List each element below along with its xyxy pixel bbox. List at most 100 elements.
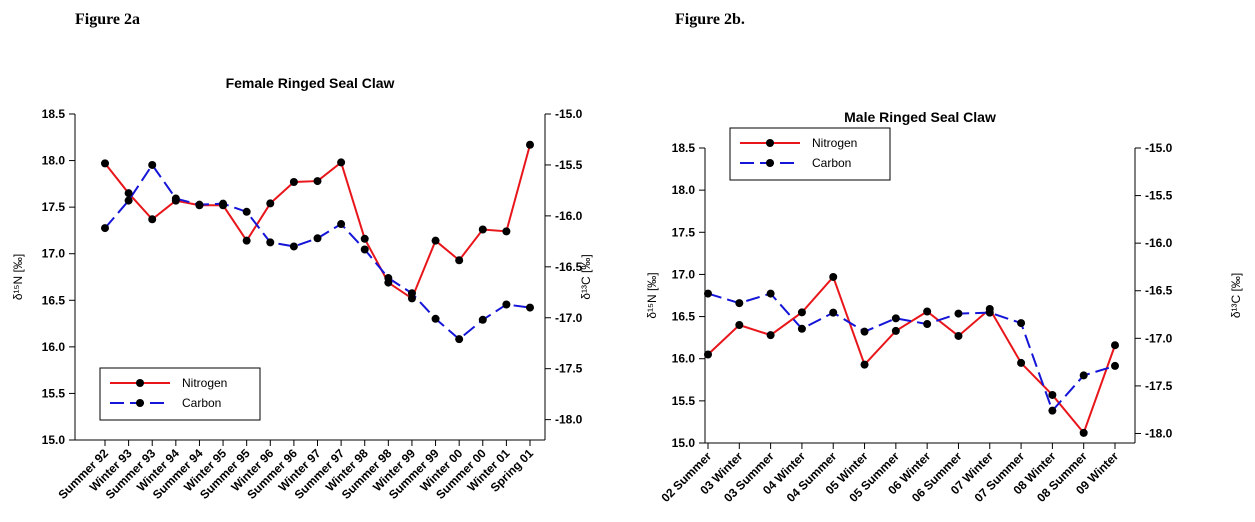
legend-box bbox=[729, 127, 891, 181]
y-tick-label: 17.5 bbox=[672, 225, 696, 239]
data-point bbox=[891, 326, 900, 335]
y-tick-label: 17.0 bbox=[672, 267, 696, 281]
data-point bbox=[455, 256, 464, 265]
data-point bbox=[360, 245, 369, 254]
data-point bbox=[219, 199, 228, 208]
data-point bbox=[101, 224, 109, 233]
data-point bbox=[360, 234, 369, 243]
legend-marker bbox=[766, 139, 774, 147]
data-point bbox=[954, 309, 963, 318]
data-point bbox=[384, 274, 393, 283]
y-tick-label: 15.5 bbox=[42, 386, 66, 400]
y2-tick-label: -15.5 bbox=[1145, 189, 1173, 203]
data-point bbox=[797, 324, 806, 333]
data-point bbox=[526, 140, 534, 149]
data-point bbox=[289, 242, 298, 251]
y2-tick-label: -16.5 bbox=[555, 260, 583, 274]
series-line bbox=[707, 275, 1116, 435]
data-point bbox=[171, 194, 180, 203]
data-point bbox=[313, 234, 322, 243]
legend-box bbox=[99, 367, 261, 421]
data-point bbox=[148, 160, 157, 169]
y-tick-label: 18.0 bbox=[42, 154, 66, 168]
data-point bbox=[195, 200, 204, 209]
y-tick-label: 17.0 bbox=[42, 247, 66, 261]
data-point bbox=[1017, 319, 1026, 328]
y-tick-label: 15.5 bbox=[672, 394, 696, 408]
data-point bbox=[891, 314, 900, 323]
data-point bbox=[860, 360, 869, 369]
data-point bbox=[829, 308, 838, 317]
y-tick-label: 18.5 bbox=[42, 107, 66, 121]
data-point bbox=[985, 308, 994, 317]
data-point bbox=[735, 299, 744, 308]
y-tick-label: 16.0 bbox=[672, 352, 696, 366]
data-point bbox=[1017, 358, 1026, 367]
data-point bbox=[502, 300, 511, 309]
data-point bbox=[502, 227, 511, 236]
data-point bbox=[797, 308, 806, 317]
data-point bbox=[766, 331, 775, 340]
legend-label: Nitrogen bbox=[182, 376, 227, 390]
data-point bbox=[431, 236, 440, 245]
chart-title: Male Ringed Seal Claw bbox=[844, 109, 996, 125]
data-point bbox=[1111, 361, 1119, 370]
data-point bbox=[289, 177, 298, 186]
data-point bbox=[242, 207, 251, 216]
data-point bbox=[923, 307, 932, 316]
y2-axis-label: δ¹³C [‰] bbox=[579, 254, 593, 299]
data-point bbox=[1079, 371, 1088, 380]
data-point bbox=[101, 159, 109, 168]
data-point bbox=[860, 327, 869, 336]
y2-tick-label: -16.0 bbox=[555, 209, 583, 223]
data-point bbox=[954, 331, 963, 340]
data-point bbox=[526, 303, 534, 312]
data-point bbox=[735, 321, 744, 329]
legend-marker bbox=[136, 379, 144, 387]
data-point bbox=[431, 314, 440, 323]
data-point bbox=[478, 315, 487, 324]
data-point bbox=[407, 289, 416, 298]
y2-tick-label: -16.5 bbox=[1145, 284, 1173, 298]
data-point bbox=[704, 289, 712, 298]
data-point bbox=[1079, 428, 1088, 437]
data-point bbox=[1048, 390, 1057, 399]
y-axis-label: δ¹⁵N [‰] bbox=[645, 272, 659, 318]
data-point bbox=[337, 220, 346, 229]
y2-axis-label: δ¹³C [‰] bbox=[1229, 273, 1243, 318]
data-point bbox=[242, 236, 251, 245]
series-line bbox=[104, 144, 531, 300]
data-point bbox=[455, 335, 464, 344]
y2-tick-label: -15.5 bbox=[555, 158, 583, 172]
legend-marker bbox=[136, 399, 144, 407]
y-tick-label: 18.5 bbox=[672, 141, 696, 155]
y2-tick-label: -18.0 bbox=[555, 413, 583, 427]
data-point bbox=[1111, 341, 1119, 350]
data-point bbox=[829, 272, 838, 281]
y-tick-label: 18.0 bbox=[672, 183, 696, 197]
y2-tick-label: -15.0 bbox=[555, 107, 583, 121]
y2-tick-label: -16.0 bbox=[1145, 236, 1173, 250]
y2-tick-label: -15.0 bbox=[1145, 141, 1173, 155]
legend-marker bbox=[766, 159, 774, 167]
data-point bbox=[923, 320, 932, 329]
y-tick-label: 16.0 bbox=[42, 340, 66, 354]
data-point bbox=[124, 196, 133, 205]
figure-label: Figure 2b. bbox=[675, 11, 745, 28]
legend-label: Carbon bbox=[812, 156, 851, 170]
y2-tick-label: -17.5 bbox=[1145, 379, 1173, 393]
data-point bbox=[704, 350, 712, 359]
y-tick-label: 15.0 bbox=[672, 436, 696, 450]
legend-label: Carbon bbox=[182, 396, 221, 410]
data-point bbox=[266, 199, 275, 208]
data-point bbox=[266, 238, 275, 247]
data-point bbox=[766, 289, 775, 298]
y-axis-label: δ¹⁵N [‰] bbox=[11, 254, 25, 300]
data-point bbox=[478, 225, 487, 234]
y2-tick-label: -18.0 bbox=[1145, 426, 1173, 440]
y2-tick-label: -17.0 bbox=[555, 311, 583, 325]
y-tick-label: 17.5 bbox=[42, 200, 66, 214]
y2-tick-label: -17.0 bbox=[1145, 331, 1173, 345]
y-tick-label: 15.0 bbox=[42, 433, 66, 447]
